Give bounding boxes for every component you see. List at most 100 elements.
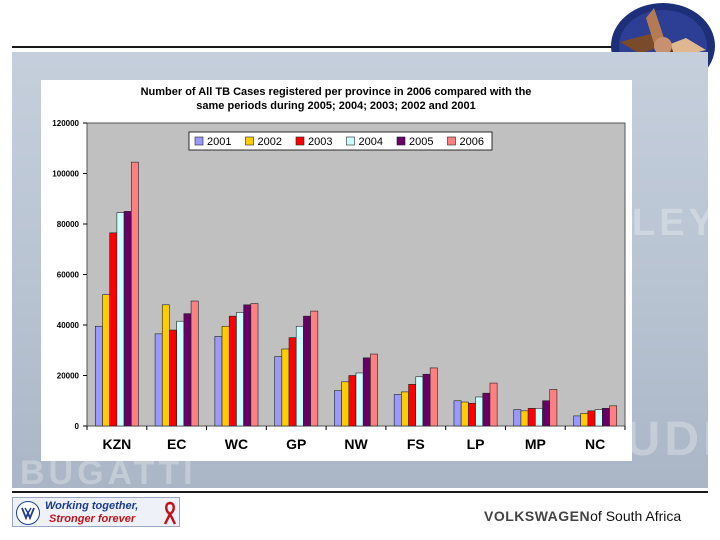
legend-swatch-2004 — [346, 136, 355, 146]
bar-wc-2005 — [243, 304, 252, 427]
x-tick-label: GP — [286, 436, 306, 452]
title-line: same periods during 2005; 2004; 2003; 20… — [196, 100, 475, 112]
bar-nc-2003 — [587, 410, 596, 427]
legend-label-2005: 2005 — [409, 136, 433, 148]
vw-logo-icon — [16, 501, 40, 525]
legend-label-2001: 2001 — [207, 136, 231, 148]
bar-ec-2006 — [190, 300, 199, 427]
y-tick-label: 0 — [75, 422, 80, 431]
bar-gp-2002 — [281, 348, 290, 427]
bar-ec-2001 — [154, 333, 163, 427]
bar-nw-2004 — [355, 372, 364, 427]
bar-mp-2002 — [520, 410, 529, 427]
bar-nw-2002 — [341, 381, 350, 427]
bar-lp-2002 — [460, 401, 469, 427]
bar-ec-2003 — [169, 329, 177, 427]
bar-fs-2004 — [415, 376, 424, 427]
bar-wc-2003 — [228, 315, 237, 427]
bar-kzn-2006 — [130, 161, 139, 427]
company-footer: VOLKSWAGENof South Africa — [484, 508, 681, 524]
x-tick-label: WC — [225, 436, 248, 452]
bar-nw-2003 — [348, 375, 357, 427]
y-tick-label: 20000 — [57, 372, 80, 381]
legend-label-2006: 2006 — [460, 136, 484, 148]
bar-lp-2005 — [482, 392, 491, 427]
bar-nc-2004 — [594, 409, 603, 427]
bar-ec-2005 — [183, 313, 192, 427]
awareness-ribbon-icon — [163, 501, 177, 525]
bar-lp-2003 — [468, 402, 476, 427]
bar-gp-2003 — [288, 337, 297, 427]
bar-gp-2006 — [310, 310, 319, 427]
bar-gp-2005 — [303, 315, 311, 427]
bar-ec-2002 — [161, 304, 170, 427]
legend-swatch-2002 — [245, 136, 254, 146]
bar-mp-2003 — [527, 408, 536, 427]
footer-brand: VOLKSWAGEN — [484, 508, 591, 524]
top-divider — [12, 46, 708, 48]
tagline-line-2: Stronger forever — [49, 513, 136, 525]
legend-swatch-2001 — [194, 136, 204, 146]
bar-kzn-2004 — [116, 212, 125, 427]
legend-label-2003: 2003 — [308, 136, 332, 148]
legend-swatch-2006 — [447, 136, 456, 146]
x-tick-label: KZN — [102, 436, 131, 452]
y-tick-label: 80000 — [57, 220, 80, 229]
tagline-line-1: Working together, — [45, 500, 139, 512]
bar-nw-2001 — [334, 390, 342, 427]
legend-swatch-2003 — [295, 136, 305, 146]
campaign-banner: Working together, Stronger forever — [12, 497, 180, 527]
watermark-text: LEY — [632, 202, 708, 244]
bar-mp-2001 — [513, 409, 522, 427]
bar-wc-2006 — [250, 303, 259, 427]
chart-title: Number of All TB Cases registered per pr… — [141, 86, 532, 112]
bar-nc-2005 — [602, 408, 610, 427]
bar-lp-2001 — [453, 400, 462, 427]
x-tick-label: NC — [585, 436, 605, 452]
bar-mp-2004 — [535, 408, 543, 427]
bar-group — [94, 161, 618, 427]
legend-label-2004: 2004 — [359, 136, 383, 148]
y-tick-label: 60000 — [57, 271, 80, 280]
bar-mp-2006 — [549, 389, 558, 427]
bar-kzn-2003 — [109, 232, 118, 427]
bar-fs-2001 — [393, 394, 402, 427]
bar-nc-2006 — [609, 405, 618, 427]
x-tick-label: MP — [525, 436, 546, 452]
bar-wc-2002 — [221, 325, 230, 427]
x-tick-label: NW — [344, 436, 368, 452]
y-tick-label: 40000 — [57, 321, 80, 330]
bar-kzn-2005 — [123, 211, 132, 427]
legend-swatch-2005 — [396, 136, 406, 146]
footer-suffix: of South Africa — [590, 508, 682, 524]
bar-mp-2005 — [542, 400, 551, 427]
legend-box — [188, 131, 493, 151]
bar-kzn-2001 — [94, 325, 103, 427]
bar-nw-2006 — [370, 353, 378, 427]
y-tick-label: 120000 — [52, 119, 79, 128]
axes: 0 20000 40000 60000 80000 100000 120000 KZN EC WC… — [52, 119, 626, 452]
x-tick-label: EC — [167, 436, 186, 452]
chart-canvas: Number of All TB Cases registered per pr… — [52, 86, 626, 452]
title-line: Number of All TB Cases registered per pr… — [141, 86, 532, 98]
bottom-divider — [12, 491, 708, 493]
bar-fs-2002 — [401, 391, 409, 427]
bar-nc-2002 — [580, 413, 589, 427]
bar-nc-2001 — [573, 415, 582, 427]
legend: 2001 2002 2003 2004 2005 2006 — [188, 131, 493, 151]
bar-nw-2005 — [362, 357, 371, 427]
bar-wc-2001 — [214, 336, 223, 427]
bar-lp-2006 — [489, 382, 498, 427]
x-tick-label: FS — [407, 436, 425, 452]
bar-wc-2004 — [236, 312, 244, 427]
x-tick-label: LP — [467, 436, 485, 452]
bar-fs-2006 — [429, 367, 438, 427]
bar-fs-2005 — [422, 373, 431, 427]
bar-gp-2004 — [295, 325, 304, 427]
bar-lp-2004 — [475, 396, 484, 427]
bar-ec-2004 — [176, 320, 185, 427]
bar-fs-2003 — [408, 384, 417, 427]
bar-kzn-2002 — [102, 294, 110, 427]
legend-label-2002: 2002 — [258, 136, 282, 148]
y-tick-label: 100000 — [52, 170, 79, 179]
